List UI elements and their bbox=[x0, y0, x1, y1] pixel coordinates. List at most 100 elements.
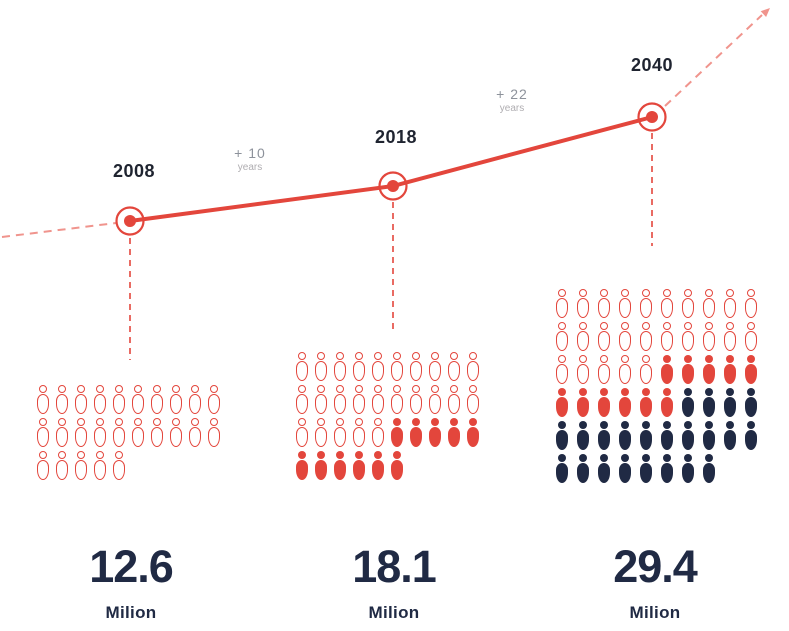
person-body bbox=[429, 394, 441, 414]
person-outline-red-icon bbox=[334, 352, 346, 381]
person-head bbox=[621, 289, 629, 297]
person-body bbox=[75, 394, 87, 414]
person-body bbox=[703, 397, 715, 417]
person-head bbox=[705, 355, 713, 363]
person-head bbox=[663, 388, 671, 396]
person-outline-red-icon bbox=[640, 289, 652, 318]
person-head bbox=[431, 352, 439, 360]
person-outline-red-icon bbox=[410, 352, 422, 381]
person-filled-red-icon bbox=[598, 388, 610, 417]
value-2008: 12.6 bbox=[89, 541, 174, 592]
person-body bbox=[391, 427, 403, 447]
person-body bbox=[353, 394, 365, 414]
person-head bbox=[115, 451, 123, 459]
interval-years-delta: + 10 bbox=[234, 145, 266, 161]
person-outline-red-icon bbox=[170, 418, 182, 447]
person-body bbox=[598, 463, 610, 483]
person-body bbox=[745, 331, 757, 351]
person-head bbox=[642, 289, 650, 297]
person-outline-red-icon bbox=[682, 322, 694, 351]
person-outline-red-icon bbox=[75, 418, 87, 447]
person-body bbox=[296, 394, 308, 414]
person-outline-red-icon bbox=[467, 352, 479, 381]
person-filled-red-icon bbox=[661, 355, 673, 384]
person-body bbox=[556, 364, 568, 384]
person-body bbox=[334, 427, 346, 447]
person-filled-red-icon bbox=[296, 451, 308, 480]
person-body bbox=[577, 331, 589, 351]
person-head bbox=[412, 418, 420, 426]
person-head bbox=[374, 451, 382, 459]
person-body bbox=[429, 361, 441, 381]
person-filled-red-icon bbox=[391, 451, 403, 480]
person-body bbox=[208, 427, 220, 447]
value-unit-2018: Milion bbox=[368, 603, 420, 622]
marker-dot-2018 bbox=[387, 180, 399, 192]
person-body bbox=[315, 394, 327, 414]
person-head bbox=[558, 421, 566, 429]
person-outline-red-icon bbox=[94, 385, 106, 414]
person-head bbox=[317, 385, 325, 393]
person-head bbox=[684, 322, 692, 330]
person-head bbox=[336, 418, 344, 426]
person-head bbox=[600, 322, 608, 330]
person-body bbox=[372, 361, 384, 381]
person-body bbox=[151, 394, 163, 414]
person-outline-red-icon bbox=[113, 418, 125, 447]
person-outline-red-icon bbox=[113, 451, 125, 480]
person-body bbox=[37, 460, 49, 480]
person-filled-navy-icon bbox=[598, 421, 610, 450]
person-head bbox=[642, 421, 650, 429]
person-head bbox=[726, 355, 734, 363]
person-outline-red-icon bbox=[391, 385, 403, 414]
interval-years-unit: years bbox=[237, 162, 263, 173]
person-head bbox=[115, 385, 123, 393]
person-outline-red-icon bbox=[661, 289, 673, 318]
person-head bbox=[684, 421, 692, 429]
person-head bbox=[621, 322, 629, 330]
person-outline-red-icon bbox=[189, 385, 201, 414]
person-body bbox=[598, 397, 610, 417]
pictogram-group-2018 bbox=[296, 352, 479, 484]
person-outline-red-icon bbox=[429, 385, 441, 414]
person-body bbox=[296, 460, 308, 480]
person-filled-red-icon bbox=[577, 388, 589, 417]
person-filled-red-icon bbox=[640, 388, 652, 417]
person-outline-red-icon bbox=[113, 385, 125, 414]
year-label-2018: 2018 bbox=[374, 127, 418, 147]
person-body bbox=[661, 397, 673, 417]
pictogram-row bbox=[556, 421, 757, 450]
year-label-2040: 2040 bbox=[630, 55, 674, 75]
person-outline-red-icon bbox=[467, 385, 479, 414]
person-body bbox=[315, 427, 327, 447]
person-head bbox=[705, 388, 713, 396]
person-outline-red-icon bbox=[619, 322, 631, 351]
person-body bbox=[429, 427, 441, 447]
person-body bbox=[75, 460, 87, 480]
person-head bbox=[642, 454, 650, 462]
person-body bbox=[661, 463, 673, 483]
person-body bbox=[703, 430, 715, 450]
pictogram-row bbox=[37, 385, 220, 414]
person-outline-red-icon bbox=[37, 418, 49, 447]
person-head bbox=[298, 451, 306, 459]
person-outline-red-icon bbox=[208, 418, 220, 447]
person-head bbox=[191, 385, 199, 393]
person-body bbox=[745, 298, 757, 318]
person-head bbox=[58, 385, 66, 393]
person-head bbox=[558, 322, 566, 330]
person-body bbox=[640, 397, 652, 417]
person-head bbox=[39, 385, 47, 393]
person-filled-red-icon bbox=[391, 418, 403, 447]
person-outline-red-icon bbox=[619, 355, 631, 384]
person-body bbox=[577, 430, 589, 450]
person-body bbox=[372, 394, 384, 414]
person-body bbox=[577, 298, 589, 318]
person-body bbox=[132, 427, 144, 447]
person-body bbox=[208, 394, 220, 414]
person-body bbox=[619, 397, 631, 417]
person-head bbox=[77, 418, 85, 426]
person-body bbox=[598, 430, 610, 450]
person-body bbox=[745, 397, 757, 417]
person-head bbox=[336, 352, 344, 360]
